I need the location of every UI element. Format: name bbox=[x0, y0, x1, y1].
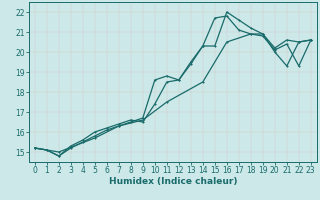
X-axis label: Humidex (Indice chaleur): Humidex (Indice chaleur) bbox=[108, 177, 237, 186]
